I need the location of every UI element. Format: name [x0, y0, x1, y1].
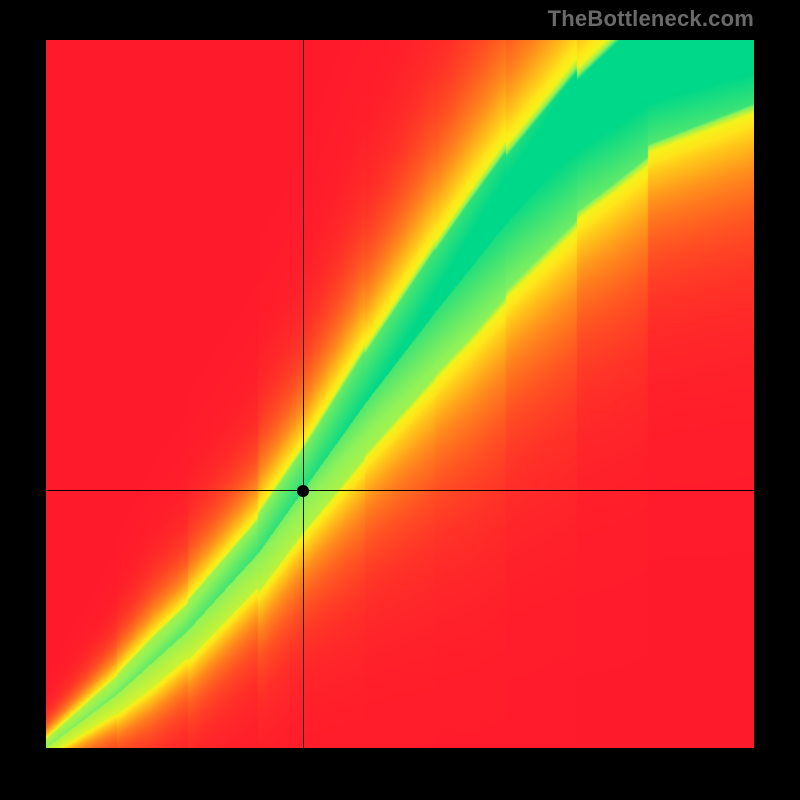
plot-area: [46, 40, 754, 748]
marker-dot: [297, 485, 309, 497]
crosshair-horizontal: [46, 490, 754, 491]
crosshair-vertical: [303, 40, 304, 748]
attribution-text: TheBottleneck.com: [548, 6, 754, 32]
bottleneck-heatmap: [46, 40, 754, 748]
chart-frame: TheBottleneck.com: [0, 0, 800, 800]
